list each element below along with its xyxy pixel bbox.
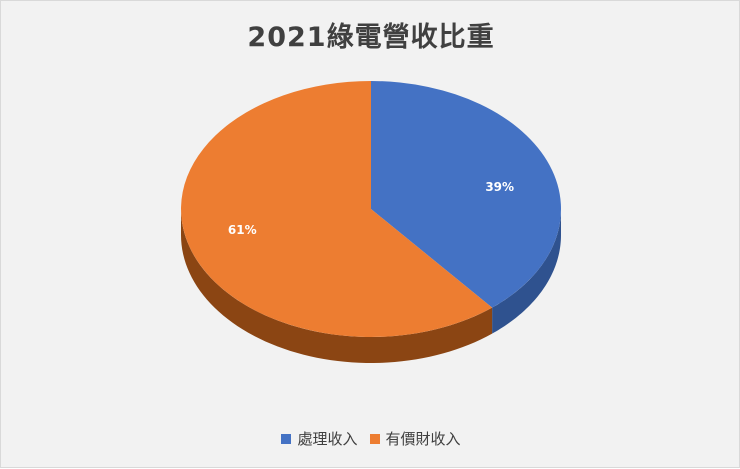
legend: 處理收入 有價財收入: [1, 428, 740, 449]
legend-label-valuables: 有價財收入: [385, 430, 461, 448]
legend-label-processing: 處理收入: [297, 430, 358, 448]
pie-slice-side-1: [492, 209, 561, 334]
chart-title: 2021綠電營收比重: [247, 22, 495, 53]
legend-item-processing: 處理收入: [281, 428, 358, 449]
data-label-1: 39%: [485, 180, 514, 194]
legend-swatch-valuables: [369, 433, 380, 444]
pie-slice-2: [181, 81, 493, 337]
pie-slice-side-2: [181, 209, 493, 363]
legend-item-valuables: 有價財收入: [369, 428, 461, 449]
data-label-2: 61%: [228, 223, 257, 237]
legend-swatch-processing: [281, 433, 292, 444]
pie-slice-1: [371, 81, 562, 308]
